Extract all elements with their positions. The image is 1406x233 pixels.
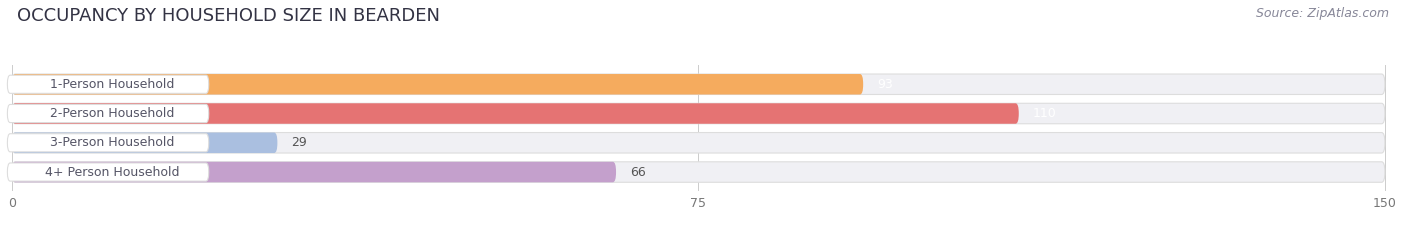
Text: 1-Person Household: 1-Person Household <box>51 78 174 91</box>
FancyBboxPatch shape <box>13 162 616 182</box>
FancyBboxPatch shape <box>7 104 208 123</box>
FancyBboxPatch shape <box>13 133 1385 153</box>
FancyBboxPatch shape <box>7 163 208 181</box>
FancyBboxPatch shape <box>7 75 208 93</box>
Text: 29: 29 <box>291 136 307 149</box>
Text: 4+ Person Household: 4+ Person Household <box>45 165 180 178</box>
Text: 93: 93 <box>877 78 893 91</box>
FancyBboxPatch shape <box>13 103 1385 124</box>
Text: 3-Person Household: 3-Person Household <box>51 136 174 149</box>
Text: 110: 110 <box>1032 107 1056 120</box>
FancyBboxPatch shape <box>13 103 1019 124</box>
FancyBboxPatch shape <box>13 74 863 95</box>
FancyBboxPatch shape <box>13 162 1385 182</box>
Text: 2-Person Household: 2-Person Household <box>51 107 174 120</box>
Text: OCCUPANCY BY HOUSEHOLD SIZE IN BEARDEN: OCCUPANCY BY HOUSEHOLD SIZE IN BEARDEN <box>17 7 440 25</box>
FancyBboxPatch shape <box>7 134 208 152</box>
FancyBboxPatch shape <box>13 133 277 153</box>
Text: Source: ZipAtlas.com: Source: ZipAtlas.com <box>1256 7 1389 20</box>
Text: 66: 66 <box>630 165 645 178</box>
FancyBboxPatch shape <box>13 74 1385 95</box>
